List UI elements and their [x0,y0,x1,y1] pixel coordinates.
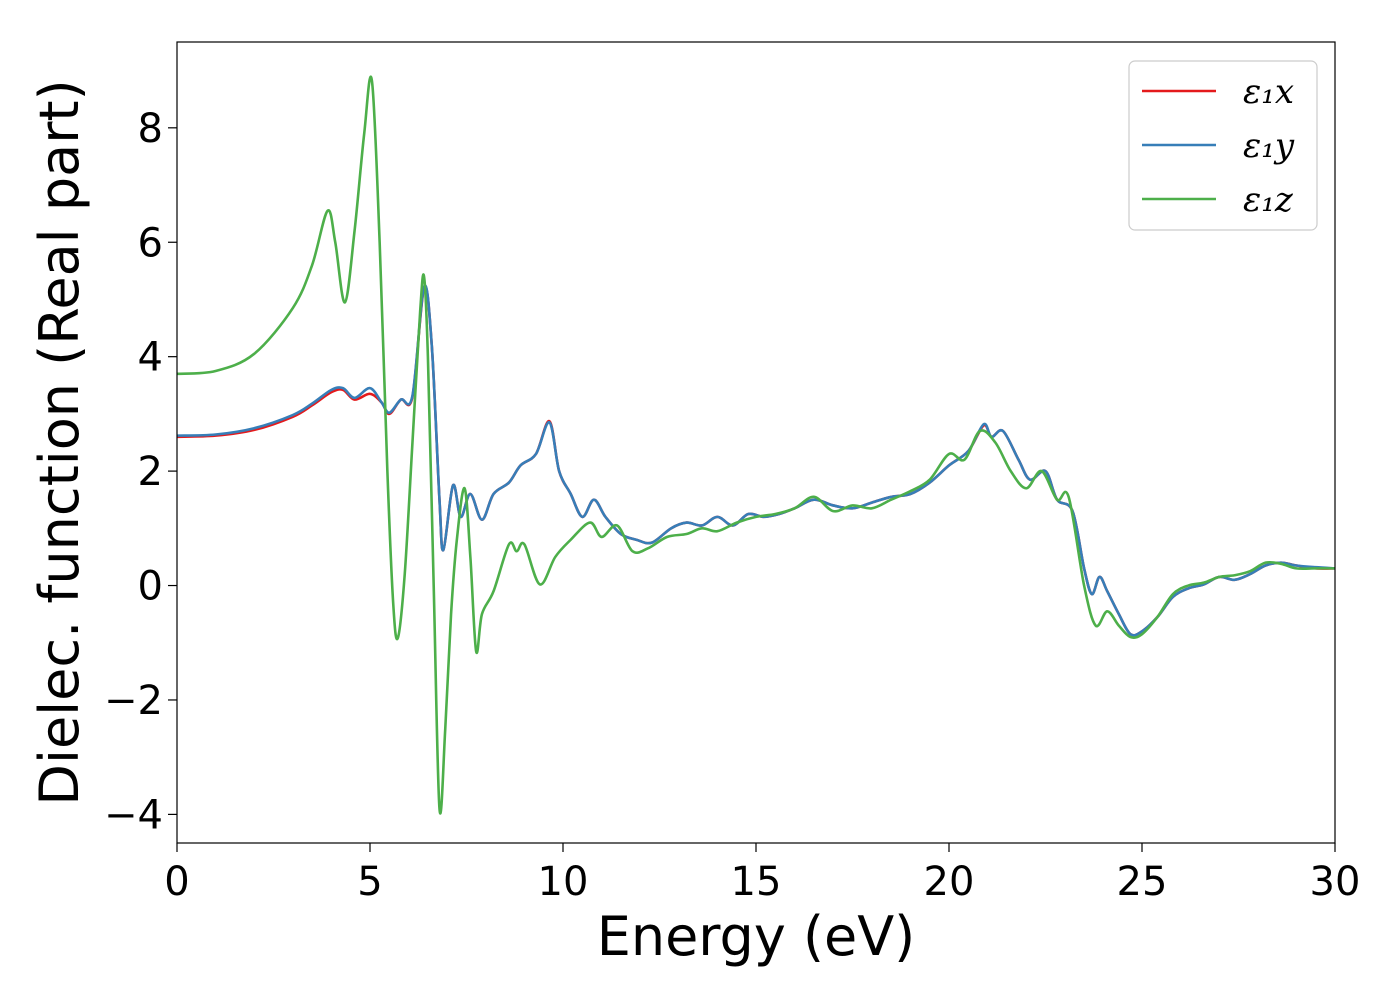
legend-label: ε₁x [1243,72,1294,112]
x-tick-label: 15 [731,859,782,905]
series-line-eps1z [177,75,1335,815]
x-tick-label: 25 [1117,859,1168,905]
legend-box [1128,60,1318,231]
x-tick-label: 0 [164,859,189,905]
y-tick-label: 4 [138,335,163,381]
y-tick-label: 8 [138,106,163,152]
y-axis-ticks: −4 −2 0 2 4 6 8 [104,106,177,838]
legend-label: ε₁z [1243,180,1294,220]
x-tick-label: 20 [924,859,975,905]
y-tick-label: −2 [104,678,163,724]
legend: ε₁x ε₁y ε₁z [1128,60,1318,231]
y-tick-label: 6 [138,220,163,266]
x-axis-ticks: 0 5 10 15 20 25 30 [164,843,1360,905]
x-axis-label: Energy (eV) [597,905,916,968]
legend-entry-eps1z: ε₁z [1142,180,1294,220]
y-axis-label: Dielec. function (Real part) [28,79,91,805]
y-tick-label: 2 [138,449,163,495]
legend-entry-eps1x: ε₁x [1142,72,1294,112]
x-tick-label: 10 [538,859,589,905]
series-lines [177,75,1335,815]
legend-label: ε₁y [1243,126,1295,166]
y-tick-label: 0 [138,564,163,610]
legend-entry-eps1y: ε₁y [1142,126,1295,166]
x-tick-label: 5 [357,859,382,905]
x-tick-label: 30 [1310,859,1361,905]
y-tick-label: −4 [104,792,163,838]
